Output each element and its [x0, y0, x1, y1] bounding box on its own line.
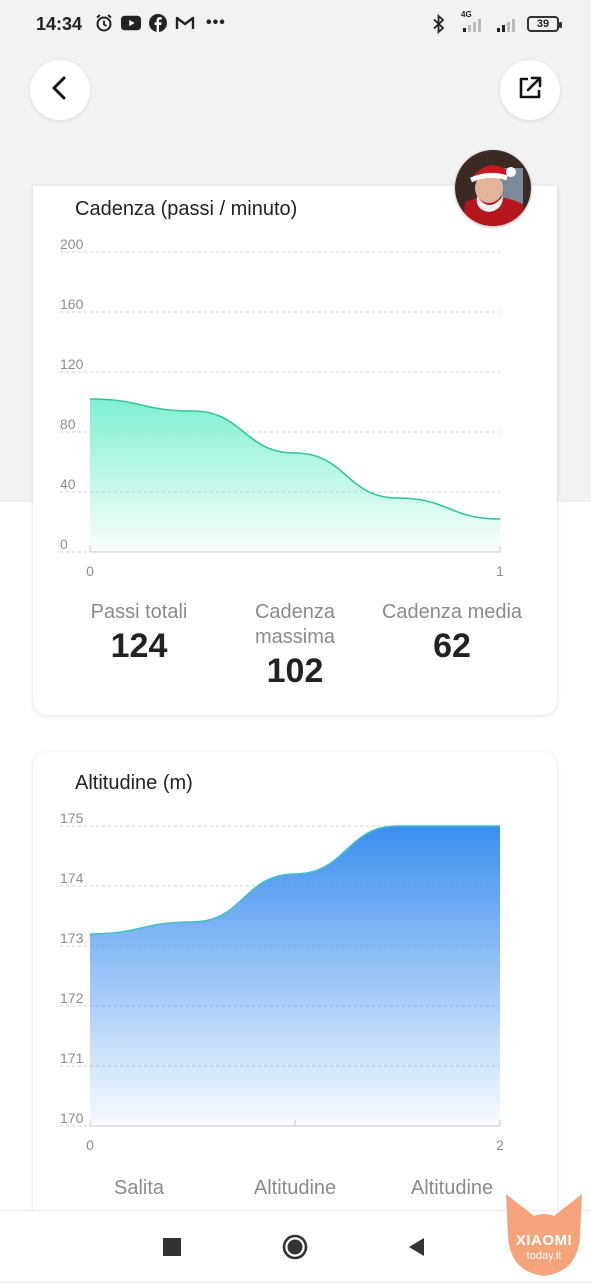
y-tick-label: 175: [60, 810, 84, 826]
stat-altitude-3: Altitudine: [367, 1176, 537, 1201]
watermark-site: today.it: [526, 1250, 562, 1262]
back-nav-button[interactable]: [402, 1233, 430, 1261]
stat-label: Cadenza media: [381, 601, 523, 623]
chevron-left-icon: [49, 75, 71, 106]
share-button[interactable]: [500, 60, 560, 120]
network-type-label: 4G: [461, 10, 472, 19]
stat-value: 62: [433, 627, 471, 665]
square-icon: [163, 1238, 181, 1256]
stat-total-steps: Passi totali 124: [54, 600, 224, 666]
x-tick-label: 2: [496, 1137, 504, 1153]
altitude-title: Altitudine (m): [75, 772, 193, 794]
back-button[interactable]: [30, 60, 90, 120]
y-tick-label: 160: [60, 296, 84, 312]
y-tick-label: 170: [60, 1110, 84, 1126]
stat-avg-cadence: Cadenza media 62: [367, 600, 537, 666]
y-tick-label: 172: [60, 990, 84, 1006]
stat-value: 124: [110, 627, 168, 665]
stat-label: Altitudine: [253, 1177, 337, 1199]
stat-altitude-2: Altitudine: [210, 1176, 380, 1201]
x-tick-label: 0: [86, 1137, 94, 1153]
battery-level: 39: [536, 18, 550, 30]
y-tick-label: 40: [60, 476, 76, 492]
watermark-brand: XIAOMI: [515, 1232, 573, 1249]
status-bar: 14:34 ••• 4G 39: [0, 0, 591, 50]
x-tick-label: 1: [496, 563, 504, 579]
stat-label: Salita: [113, 1177, 165, 1199]
bluetooth-icon: [429, 14, 449, 34]
altitude-chart: 170 171 172 173 174 175 0 2: [60, 810, 504, 1153]
series-line: [89, 398, 501, 520]
y-tick-label: 173: [60, 930, 84, 946]
signal-icon: [495, 14, 519, 34]
user-avatar[interactable]: [455, 150, 531, 226]
youtube-icon: [121, 13, 141, 33]
stat-label: Altitudine: [410, 1177, 494, 1199]
more-notifications-icon: •••: [206, 14, 226, 31]
xiaomi-today-watermark: XIAOMI today.it: [500, 1190, 588, 1278]
stat-value: 102: [266, 652, 324, 690]
cadence-title: Cadenza (passi / minuto): [75, 198, 298, 220]
cadence-chart: 0 40 80 120 160 200 0 1: [60, 236, 504, 579]
altitude-card: Altitudine (m) 170 171 172 173 174 175 0 2 Sali…: [33, 752, 557, 1272]
triangle-back-icon: [409, 1238, 424, 1256]
notification-icons: •••: [94, 13, 226, 33]
recents-button[interactable]: [158, 1233, 186, 1261]
y-tick-label: 200: [60, 236, 84, 252]
alarm-icon: [94, 13, 114, 33]
y-tick-label: 174: [60, 870, 84, 886]
battery-icon: 39: [527, 16, 562, 32]
mail-icon: [175, 13, 195, 33]
x-tick-label: 0: [86, 563, 94, 579]
facebook-icon: [148, 13, 168, 33]
y-tick-label: 120: [60, 356, 84, 372]
signal-4g-icon: 4G: [457, 10, 487, 34]
external-link-icon: [516, 74, 544, 107]
y-tick-label: 171: [60, 1050, 84, 1066]
watermark-logo: [506, 1194, 582, 1276]
system-icons: 4G 39: [429, 10, 562, 34]
stat-max-cadence: Cadenza massima 102: [210, 600, 380, 691]
stat-label: Passi totali: [90, 601, 188, 623]
status-time: 14:34: [36, 14, 83, 34]
stat-ascent: Salita: [54, 1176, 224, 1201]
series-area: [90, 826, 500, 1126]
series-area: [90, 399, 500, 552]
stat-label: Cadenza massima: [254, 601, 336, 648]
cadence-card: Cadenza (passi / minuto) 0 40 80 120 160 200 0…: [33, 186, 557, 715]
home-button[interactable]: [281, 1233, 309, 1261]
navigation-bar: [0, 1210, 591, 1281]
series-line: [89, 825, 500, 935]
circle-icon: [282, 1234, 308, 1260]
y-tick-label: 0: [60, 536, 68, 552]
y-tick-label: 80: [60, 416, 76, 432]
